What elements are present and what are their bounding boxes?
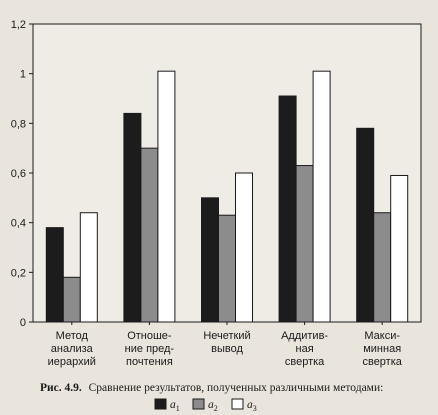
- x-axis: Метод анализа иерархий Отноше-ние пред-почт…: [48, 322, 403, 368]
- bar-a1-cat2: [123, 112, 142, 323]
- y-tick-label: 1: [20, 69, 26, 81]
- y-axis: 0 0,2 0,4 0,6 0,8 1 1,2: [11, 19, 33, 329]
- y-tick-label: 0,8: [11, 118, 26, 130]
- legend: a1 a2 a3: [154, 398, 257, 413]
- caption-label: Рис. 4.9.: [40, 382, 82, 394]
- bar-a2-cat5: [373, 212, 392, 323]
- legend-swatch-a1: [154, 398, 167, 410]
- bar-a2-cat4: [295, 165, 314, 323]
- y-tick-label: 0,2: [11, 267, 26, 279]
- bar-a1-cat1: [45, 227, 64, 323]
- bar-a3-cat2: [157, 70, 176, 323]
- x-tick-label: Аддитив-ная свертка: [281, 330, 328, 368]
- legend-label-a2: a2: [208, 399, 218, 413]
- y-tick-label: 0,6: [11, 168, 26, 180]
- x-tick-label: Метод анализа иерархий: [48, 330, 96, 368]
- bar-a3-cat1: [79, 212, 98, 323]
- legend-swatch-a2: [192, 398, 205, 410]
- legend-swatch-a3: [231, 398, 244, 410]
- figure-caption: Рис. 4.9. Сравнение результатов, получен…: [40, 382, 383, 394]
- x-tick-label: Отноше-ние пред-почтения: [125, 330, 175, 368]
- y-tick-label: 0,4: [11, 218, 26, 230]
- x-tick-label: Нечеткий вывод: [203, 330, 250, 355]
- y-tick-label: 0: [20, 317, 26, 329]
- legend-label-a3: a3: [247, 399, 257, 413]
- bar-a2-cat1: [62, 276, 81, 323]
- bar-a3-cat4: [312, 70, 331, 323]
- bar-a1-cat3: [201, 197, 219, 323]
- bar-a3-cat5: [390, 174, 409, 323]
- bars: [45, 70, 409, 323]
- bar-a2-cat2: [140, 147, 159, 323]
- bar-a3-cat3: [235, 172, 253, 323]
- x-tick-label: Макси-минная свертка: [362, 330, 402, 368]
- bar-a2-cat3: [218, 214, 236, 323]
- svg-text:Рис. 4.9. Сравнение резу: Рис. 4.9. Сравнение результатов, получен…: [40, 382, 383, 394]
- caption-text: Сравнение результатов, полученных различ…: [89, 382, 384, 394]
- y-tick-label: 1,2: [11, 19, 26, 31]
- bar-a1-cat5: [356, 127, 375, 323]
- legend-label-a1: a1: [170, 399, 180, 413]
- bar-a1-cat4: [278, 95, 297, 323]
